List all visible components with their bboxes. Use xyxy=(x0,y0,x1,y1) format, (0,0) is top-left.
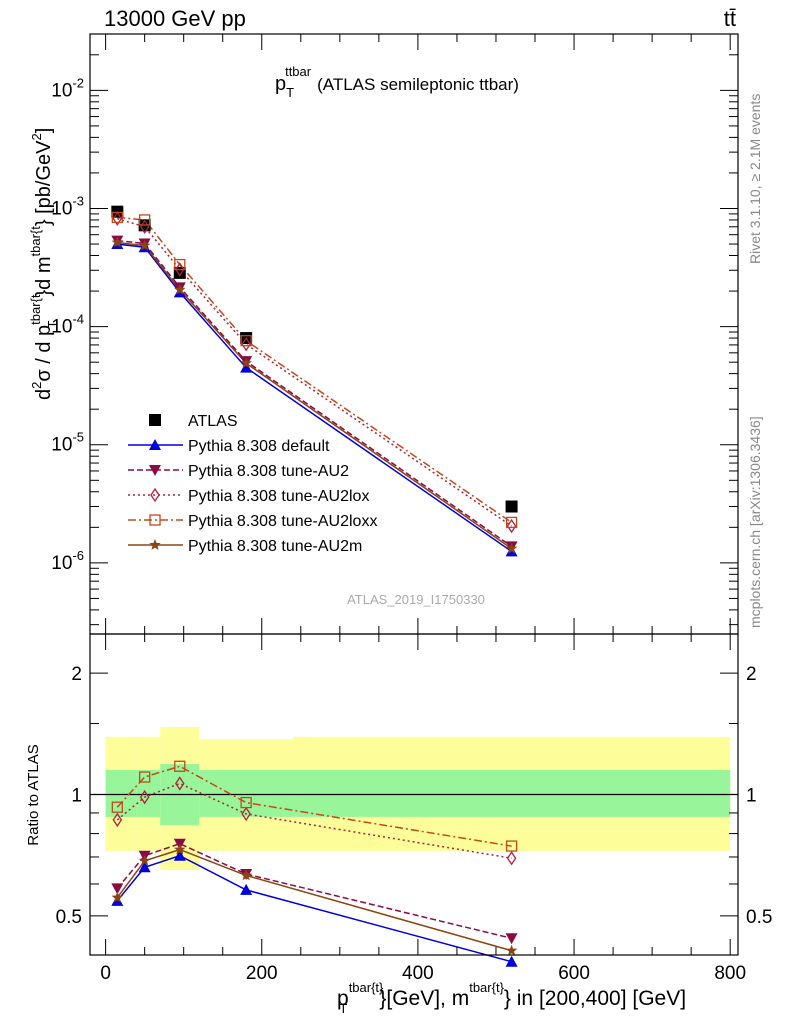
legend-marker-au2m xyxy=(149,539,161,550)
ratio-point-au2loxx-3 xyxy=(240,796,252,809)
x-tick-label: 200 xyxy=(246,963,278,984)
legend-label-au2lox: Pythia 8.308 tune-AU2lox xyxy=(188,488,369,505)
process-label: tt̄ xyxy=(724,6,736,31)
xlabel-p: p xyxy=(337,987,349,1010)
ratio-panel: 0.5 0.5 1 1 2 2 0 200 400 600 800 xyxy=(56,633,772,984)
data-point-au2lox-0 xyxy=(112,211,123,226)
ratio-point-au2lox-0 xyxy=(112,812,123,828)
x-tick-label: 600 xyxy=(558,963,590,984)
title-sub: T xyxy=(286,85,294,100)
title-main: p xyxy=(275,73,286,95)
legend-label-data: ATLAS xyxy=(188,413,238,430)
title-rest: (ATLAS semileptonic ttbar) xyxy=(317,75,519,94)
ratio-line-au2loxx xyxy=(116,765,512,847)
xlabel-end: } in [200,400] [GeV] xyxy=(504,987,686,1010)
y-tick-label: 10-6 xyxy=(51,548,84,574)
ratio-point-default-0 xyxy=(111,894,124,906)
ratio-y-tick-label-right: 1 xyxy=(746,786,757,807)
mcplots-label: mcplots.cern.ch [arXiv:1306.3436] xyxy=(747,416,763,628)
ratio-point-au2loxx-0 xyxy=(111,801,123,813)
data-point-au2m-4 xyxy=(505,542,518,554)
x-tick-label: 400 xyxy=(402,963,434,984)
uncertainty-band-inner xyxy=(105,770,137,817)
legend-marker-default xyxy=(149,439,161,450)
legend-marker-au2lox xyxy=(150,487,160,503)
uncertainty-band-inner xyxy=(199,770,293,817)
data-point-au2m-2 xyxy=(174,283,186,295)
ratio-y-tick-label: 0.5 xyxy=(56,907,82,928)
main-panel: 10-6 10-5 10-4 10-3 10-2 xyxy=(51,33,739,635)
ratio-point-au2m-1 xyxy=(138,854,151,866)
data-point-au2loxx-4 xyxy=(505,516,518,529)
xlabel-p-sub: T xyxy=(339,1001,347,1016)
ratio-point-au2lox-4 xyxy=(506,851,517,866)
y-tick-label: 10-2 xyxy=(51,75,84,101)
title-sup: ttbar xyxy=(285,64,312,79)
data-point-au2m-0 xyxy=(111,236,123,248)
rivet-label: Rivet 3.1.10, ≥ 2.1M events xyxy=(747,94,763,264)
legend-label-au2m: Pythia 8.308 tune-AU2m xyxy=(188,538,362,555)
data-point-au2loxx-0 xyxy=(111,211,123,224)
series-line-au2lox xyxy=(117,217,513,527)
ratio-point-au2lox-3 xyxy=(241,806,251,822)
ratio-y-tick-label: 2 xyxy=(71,664,82,685)
ratio-y-axis-label: Ratio to ATLAS xyxy=(25,744,42,845)
ratio-line-au2lox xyxy=(116,782,512,859)
xlabel-p-sup: tbar{t} xyxy=(349,980,384,995)
data-point-au2m-1 xyxy=(138,239,151,251)
chart-title: pTttbar (ATLAS semileptonic ttbar) xyxy=(275,64,519,100)
legend-label-default: Pythia 8.308 default xyxy=(188,438,330,455)
uncertainty-band-inner xyxy=(292,770,731,817)
legend-marker-data xyxy=(149,414,161,426)
ratio-line-au2 xyxy=(116,842,512,940)
legend-marker-au2loxx xyxy=(149,514,161,526)
legend: ATLAS Pythia 8.308 default Pythia 8.308 tu… xyxy=(128,413,377,555)
data-point-au2lox-2 xyxy=(175,262,185,277)
data-point-au2lox-3 xyxy=(241,337,251,352)
x-tick-label: 800 xyxy=(714,963,746,984)
x-tick-label: 0 xyxy=(100,963,111,984)
data-point-au2m-3 xyxy=(240,357,252,369)
ratio-point-default-1 xyxy=(138,861,151,873)
ratio-point-au2loxx-4 xyxy=(505,840,518,852)
ratio-point-au2m-0 xyxy=(111,891,123,903)
ratio-line-default xyxy=(116,854,512,963)
ratio-y-tick-label: 1 xyxy=(71,786,82,807)
ratio-point-au2m-3 xyxy=(240,869,252,881)
ratio-y-tick-label-right: 2 xyxy=(746,664,757,685)
data-point-data-4 xyxy=(505,500,518,513)
ratio-point-au2m-2 xyxy=(174,843,186,855)
x-axis-label: ptbar{t} T}[GeV], mtbar{t}} in [200,400] … xyxy=(337,980,686,1016)
analysis-watermark: ATLAS_2019_I1750330 xyxy=(347,592,485,607)
ratio-point-au2lox-2 xyxy=(175,776,185,791)
ratio-point-au2-4 xyxy=(505,933,518,945)
y-tick-label: 10-3 xyxy=(51,193,84,219)
xlabel-m-sup: tbar{t} xyxy=(469,980,504,995)
y-tick-label: 10-5 xyxy=(51,430,84,456)
legend-marker-au2 xyxy=(149,465,161,476)
ratio-point-au2loxx-2 xyxy=(174,760,186,772)
energy-label: 13000 GeV pp xyxy=(104,6,246,31)
xlabel-mid: }[GeV], m xyxy=(379,987,469,1010)
data-point-au2loxx-2 xyxy=(174,258,186,271)
ratio-point-au2lox-1 xyxy=(139,789,150,805)
uncertainty-band-inner xyxy=(136,770,161,817)
ratio-y-tick-label-right: 0.5 xyxy=(746,907,772,928)
data-point-au2loxx-1 xyxy=(139,214,151,226)
y-tick-label: 10-4 xyxy=(51,312,84,338)
ratio-point-default-4 xyxy=(505,955,518,967)
legend-label-au2loxx: Pythia 8.308 tune-AU2loxx xyxy=(188,513,377,530)
ratio-point-au2loxx-1 xyxy=(139,771,151,783)
ratio-point-default-3 xyxy=(240,883,253,895)
data-point-au2lox-4 xyxy=(506,518,517,534)
legend-label-au2: Pythia 8.308 tune-AU2 xyxy=(188,463,349,480)
ratio-point-au2m-4 xyxy=(505,944,518,956)
data-point-au2loxx-3 xyxy=(240,335,252,347)
ratio-point-au2-0 xyxy=(111,883,124,895)
ratio-point-default-2 xyxy=(173,849,186,861)
main-y-axis-label: d2σ / d ptbar{t T}d mtbar{t} [pb/GeV2] xyxy=(28,128,60,400)
